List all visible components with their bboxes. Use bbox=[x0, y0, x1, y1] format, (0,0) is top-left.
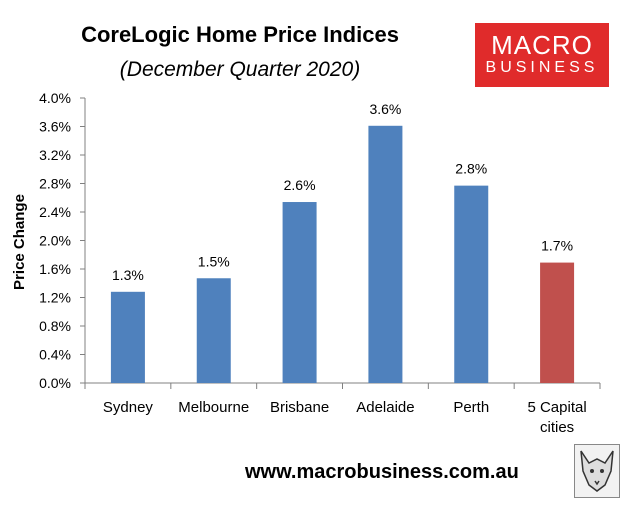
chart-bars bbox=[110, 125, 575, 383]
y-tick-label: 2.0% bbox=[39, 233, 71, 249]
fox-mascot-icon bbox=[574, 444, 620, 498]
bar-3 bbox=[282, 202, 317, 383]
data-label: 2.8% bbox=[455, 161, 487, 177]
bar-5 bbox=[454, 185, 489, 383]
website-url: www.macrobusiness.com.au bbox=[245, 461, 519, 483]
chart-title: CoreLogic Home Price Indices bbox=[81, 22, 399, 47]
data-label: 1.5% bbox=[198, 253, 230, 269]
data-label: 1.3% bbox=[112, 267, 144, 283]
x-tick-label: cities bbox=[540, 419, 574, 436]
chart-x-tick-labels: Sydney Melbourne Brisbane Adelaide Perth 5 Ca… bbox=[103, 399, 587, 436]
x-tick-label: Sydney bbox=[103, 399, 154, 416]
bar-2 bbox=[196, 278, 231, 383]
bar-4 bbox=[368, 125, 403, 383]
x-tick-label: Adelaide bbox=[356, 399, 414, 416]
x-tick-label: Perth bbox=[453, 399, 489, 416]
y-tick-label: 1.2% bbox=[39, 290, 71, 306]
y-tick-label: 2.4% bbox=[39, 204, 71, 220]
data-label: 3.6% bbox=[369, 101, 401, 117]
x-tick-label: 5 Capital bbox=[527, 399, 586, 416]
y-tick-label: 0.4% bbox=[39, 347, 71, 363]
bar-1 bbox=[110, 291, 145, 383]
logo-line-1: MACRO bbox=[491, 30, 593, 60]
macrobusiness-logo: MACRO BUSINESS bbox=[475, 23, 609, 87]
y-tick-label: 0.0% bbox=[39, 375, 71, 391]
data-label: 2.6% bbox=[284, 177, 316, 193]
data-label: 1.7% bbox=[541, 238, 573, 254]
x-tick-label: Melbourne bbox=[178, 399, 249, 416]
chart-data-labels: 1.3% 1.5% 2.6% 3.6% 2.8% 1.7% bbox=[112, 101, 573, 283]
chart-axes bbox=[80, 97, 601, 389]
y-tick-label: 4.0% bbox=[39, 90, 71, 106]
y-tick-label: 2.8% bbox=[39, 176, 71, 192]
logo-line-2: BUSINESS bbox=[485, 59, 599, 76]
y-tick-label: 3.6% bbox=[39, 119, 71, 135]
chart-subtitle: (December Quarter 2020) bbox=[119, 58, 361, 81]
y-tick-label: 3.2% bbox=[39, 147, 71, 163]
bar-6 bbox=[540, 262, 575, 383]
y-tick-label: 1.6% bbox=[39, 261, 71, 277]
chart-y-tick-labels: 0.0% 0.4% 0.8% 1.2% 1.6% 2.0% 2.4% 2.8% 3.2% 3.6%… bbox=[39, 90, 71, 391]
y-tick-label: 0.8% bbox=[39, 318, 71, 334]
y-axis-label: Price Change bbox=[11, 194, 28, 290]
x-tick-label: Brisbane bbox=[270, 399, 329, 416]
